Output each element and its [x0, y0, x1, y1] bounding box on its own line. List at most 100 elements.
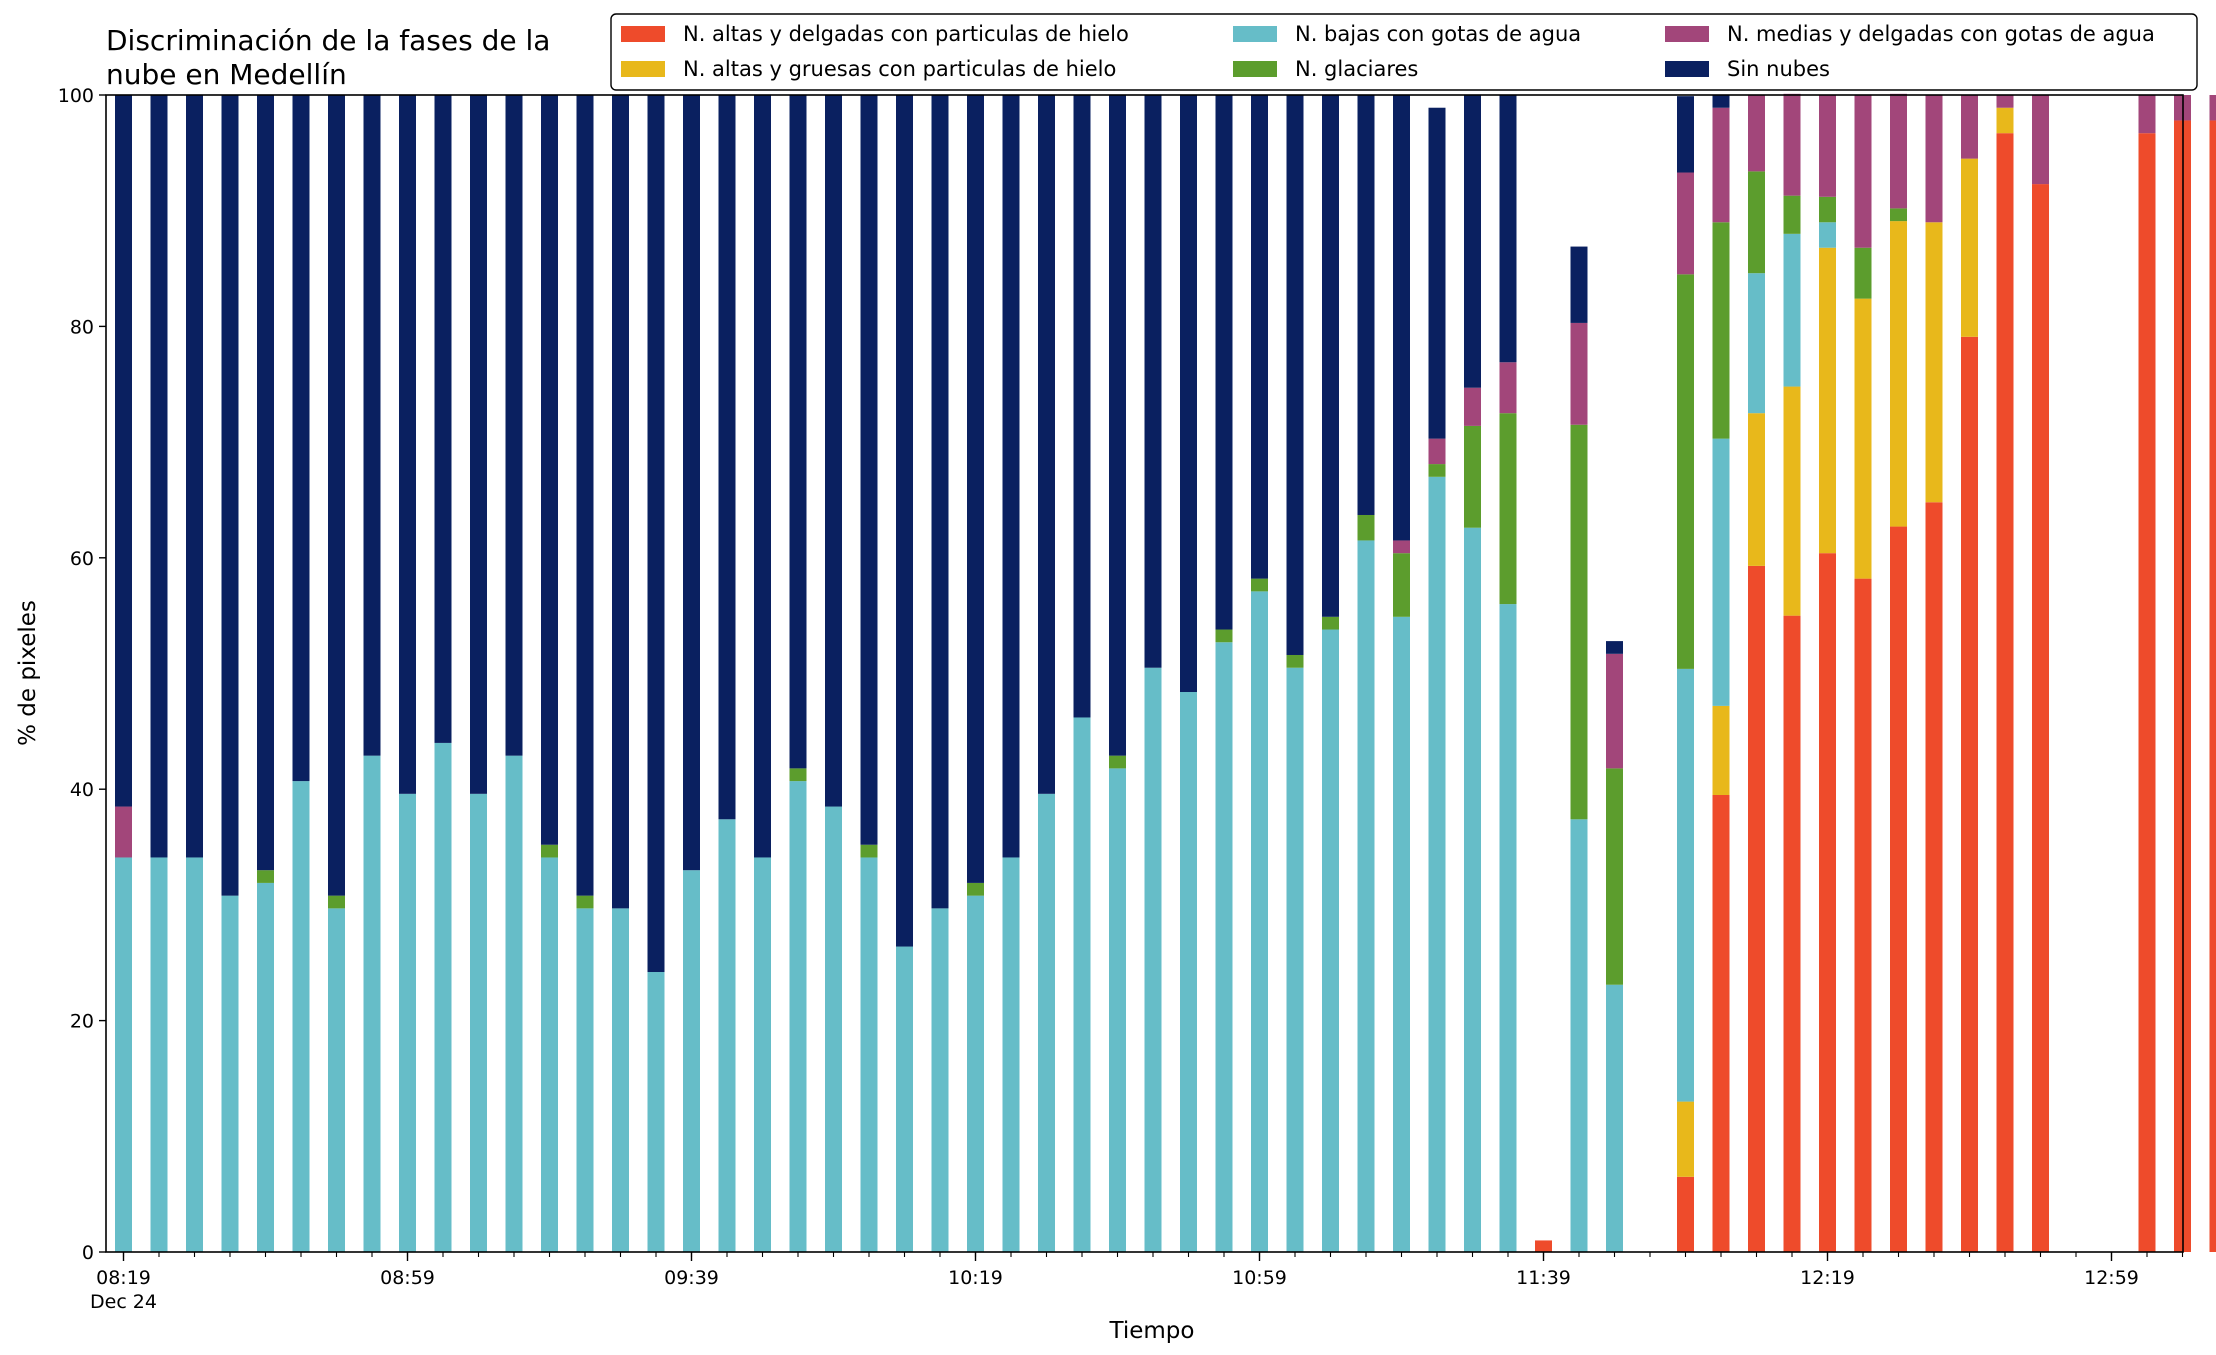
x-tick-label: 09:39: [664, 1267, 719, 1289]
bar-segment: [860, 844, 878, 858]
bar-segment: [1464, 425, 1481, 528]
bar-segment: [718, 95, 736, 820]
bar-segment: [1428, 438, 1446, 465]
bar-segment: [1002, 857, 1020, 1252]
bar-segment: [1357, 540, 1375, 1252]
bar-segment: [1322, 629, 1339, 1252]
bar-segment: [1890, 208, 1907, 222]
bar-segment: [2032, 184, 2049, 1253]
bar-segment: [1464, 527, 1481, 1252]
legend-swatch: [1665, 61, 1709, 77]
bar-segment: [1322, 616, 1339, 630]
bar-segment: [292, 781, 310, 1252]
bar-segment: [1499, 413, 1517, 605]
bar-segment: [1180, 95, 1197, 693]
bar-segment: [1677, 274, 1694, 669]
bar-segment: [221, 95, 239, 896]
bar-segment: [1499, 95, 1517, 363]
x-tick-label: 12:59: [2084, 1267, 2139, 1289]
bar-segment: [1677, 668, 1694, 1102]
bar-segment: [1890, 526, 1907, 1252]
bar-segment: [1109, 95, 1126, 756]
legend-swatch: [1233, 61, 1277, 77]
bar-segment: [1215, 95, 1233, 630]
bar-segment: [1038, 793, 1055, 1252]
bar-segment: [434, 95, 452, 743]
bar-segment: [1215, 629, 1233, 643]
bar-segment: [1251, 578, 1268, 592]
bar-segment: [434, 742, 452, 1252]
bar-segment: [1393, 616, 1410, 1252]
y-tick-label: 60: [70, 548, 94, 570]
bar-segment: [1783, 615, 1801, 1252]
bar-segment: [1783, 233, 1801, 387]
bar-segment: [1144, 667, 1162, 1252]
bar-segment: [1748, 413, 1765, 566]
bar-segment: [967, 95, 984, 883]
x-tick-date-label: Dec 24: [90, 1291, 157, 1313]
y-tick-label: 100: [58, 85, 94, 107]
bar-segment: [576, 908, 594, 1252]
bar-segment: [1428, 476, 1446, 1252]
bar-segment: [1073, 717, 1091, 1252]
bar-segment: [647, 95, 665, 973]
bar-segment: [1677, 172, 1694, 275]
bar-segment: [1854, 578, 1872, 1252]
bar-segment: [115, 806, 132, 858]
bar-segment: [150, 95, 168, 858]
bar-segment: [541, 857, 558, 1252]
bar-segment: [1819, 553, 1836, 1252]
chart-legend: N. altas y delgadas con particulas de hi…: [610, 13, 2198, 91]
bar-segment: [1357, 514, 1375, 541]
bar-segment: [1712, 794, 1730, 1252]
legend-swatch: [621, 26, 665, 42]
legend-label: N. altas y gruesas con particulas de hie…: [683, 57, 1116, 81]
bar-segment: [1677, 1101, 1694, 1177]
bar-segment: [1038, 95, 1055, 794]
bar-segment: [2032, 95, 2049, 185]
bar-segment: [1570, 819, 1588, 1252]
bar-segment: [1606, 641, 1623, 654]
bar-segment: [1996, 107, 2014, 134]
bar-segment: [1854, 298, 1872, 579]
legend-label: N. glaciares: [1295, 57, 1418, 81]
bar-segment: [1677, 1176, 1694, 1252]
bar-segment: [1002, 95, 1020, 858]
bar-segment: [186, 857, 203, 1252]
bar-segment: [257, 882, 274, 1252]
bar-segment: [2209, 120, 2216, 1253]
bar-segment: [1251, 95, 1268, 579]
bar-segment: [576, 95, 594, 896]
bar-segment: [754, 95, 771, 858]
bar-segment: [1286, 95, 1304, 655]
bar-segment: [2138, 95, 2156, 134]
bar-segment: [257, 870, 274, 883]
bar-segment: [754, 857, 771, 1252]
x-tick-label: 11:39: [1516, 1267, 1571, 1289]
legend-frame: [610, 13, 2198, 91]
bar-segment: [1748, 273, 1765, 414]
y-tick-label: 80: [70, 316, 94, 338]
bar-segment: [1464, 387, 1481, 426]
bar-segment: [328, 95, 345, 896]
bar-segment: [1109, 768, 1126, 1252]
bar-segment: [612, 908, 629, 1252]
bar-segment: [1286, 667, 1304, 1252]
bar-segment: [576, 895, 594, 909]
bar-segment: [1925, 95, 1943, 223]
bar-segment: [967, 895, 984, 1252]
x-axis-title: Tiempo: [1109, 1318, 1195, 1344]
bar-stacks: [115, 93, 2216, 1253]
bar-segment: [115, 857, 132, 1252]
bar-segment: [1748, 565, 1765, 1252]
bar-segment: [257, 95, 274, 871]
chart-title-line-1: Discriminación de la fases de la: [106, 24, 550, 57]
legend-label: N. medias y delgadas con gotas de agua: [1727, 22, 2155, 46]
bar-segment: [1606, 768, 1623, 985]
bar-segment: [896, 95, 913, 947]
bar-segment: [2209, 95, 2216, 121]
x-tick-label: 12:19: [1800, 1267, 1855, 1289]
bar-segment: [1961, 95, 1978, 159]
bar-segment: [1748, 171, 1765, 274]
bar-segment: [1712, 222, 1730, 439]
